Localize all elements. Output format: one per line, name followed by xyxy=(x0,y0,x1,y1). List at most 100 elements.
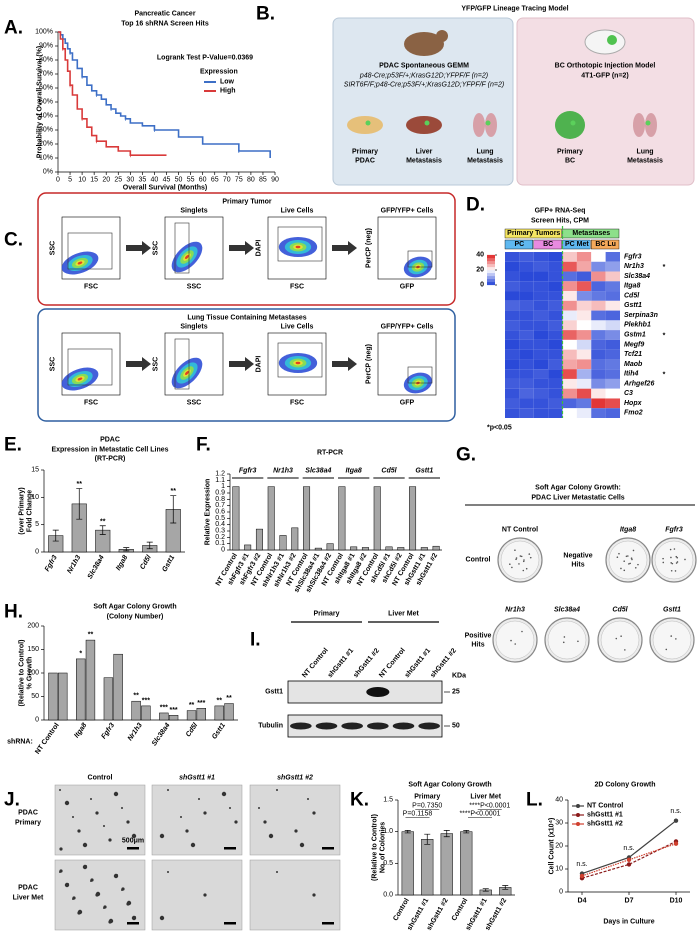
colony xyxy=(618,552,620,555)
chart-subtitle: Top 16 shRNA Screen Hits xyxy=(121,21,209,28)
model-title: PDAC Spontaneous GEMM xyxy=(379,63,469,70)
row-label: Fmo2 xyxy=(624,410,643,417)
micrograph xyxy=(54,859,146,931)
heat-cell xyxy=(519,369,534,379)
colony xyxy=(518,563,520,565)
panel-letter: G. xyxy=(456,445,476,466)
chart-title: Soft Agar Colony Growth xyxy=(408,782,491,789)
group-label: Metastases xyxy=(572,230,610,237)
heat-cell xyxy=(548,330,563,340)
colony xyxy=(116,874,118,876)
p-value: P=0.1158 xyxy=(403,811,433,818)
significance: ** xyxy=(217,697,223,704)
line xyxy=(581,843,677,877)
colony xyxy=(673,548,676,550)
y-axis-label: SSC xyxy=(153,357,160,371)
colony xyxy=(299,842,305,848)
heat-cell xyxy=(562,261,577,272)
colony xyxy=(522,560,525,563)
lesion-icon xyxy=(485,120,491,126)
x-axis-label: Days in Culture xyxy=(603,919,654,926)
heat-cell xyxy=(519,349,534,360)
plate-inner xyxy=(500,540,540,580)
heat-cell xyxy=(505,339,520,350)
legend-marker xyxy=(576,813,580,817)
organ-icon xyxy=(645,113,657,137)
micrograph xyxy=(151,859,243,931)
row-label: PDAC xyxy=(18,885,38,892)
error-bar xyxy=(99,525,106,535)
group-header xyxy=(504,228,562,239)
mouse-icon xyxy=(404,32,444,56)
error-bar xyxy=(404,830,411,834)
row-label: Maob xyxy=(624,361,643,368)
y-tick-label: 1 xyxy=(221,483,225,490)
band xyxy=(315,722,338,730)
colony xyxy=(90,878,94,882)
chart-title: GFP+ RNA-Seq xyxy=(535,208,586,215)
model-title: BC Orthotopic Injection Model xyxy=(555,63,656,70)
colorbar-step xyxy=(487,257,495,262)
plate-label: NT Control xyxy=(502,527,538,534)
plate-inner xyxy=(608,540,648,580)
colony xyxy=(59,789,61,791)
density-blob xyxy=(77,261,83,265)
panel-letter: J. xyxy=(4,790,20,811)
colony xyxy=(671,562,674,565)
colony xyxy=(628,563,630,565)
heat-cell xyxy=(533,408,549,418)
heat-cell xyxy=(591,320,606,331)
heat-cell xyxy=(519,408,534,418)
error-bar xyxy=(502,885,509,890)
heat-cell xyxy=(505,359,520,370)
arrow xyxy=(126,241,151,255)
x-tick-label: Slc38a4 xyxy=(151,722,172,747)
arrow xyxy=(332,357,357,371)
group-label: Primary xyxy=(414,794,440,801)
model-box xyxy=(332,17,514,186)
point xyxy=(673,841,679,846)
colony xyxy=(563,636,566,638)
bar xyxy=(58,672,68,721)
chart-title: RT-PCR xyxy=(317,450,343,457)
heat-cell xyxy=(591,330,606,340)
y-axis-label: % Growth xyxy=(27,657,34,690)
significance: ** xyxy=(171,488,177,495)
x-tick-label: 30 xyxy=(126,177,134,184)
y-tick-label: 10 xyxy=(31,494,39,501)
row-label: Itga8 xyxy=(624,283,640,290)
heat-cell xyxy=(562,398,577,409)
arrow xyxy=(229,357,254,371)
panel-letter: A. xyxy=(4,18,23,39)
colony xyxy=(121,807,123,809)
colony xyxy=(276,789,278,791)
y-tick-label: 40 xyxy=(555,797,563,804)
organ-icon xyxy=(485,113,497,137)
bar xyxy=(159,712,169,721)
scale-label: 500μm xyxy=(122,838,144,845)
heat-cell xyxy=(605,291,620,301)
colony xyxy=(159,915,165,921)
colony xyxy=(294,829,298,833)
gate xyxy=(67,348,113,386)
band xyxy=(341,722,363,730)
y-axis-label: (Relative to Control) xyxy=(19,640,26,707)
point xyxy=(626,857,632,862)
panel-letter: E. xyxy=(4,435,22,456)
y-tick-label: 50 xyxy=(31,693,39,700)
colony xyxy=(59,847,63,851)
significance: * xyxy=(663,264,666,271)
colony xyxy=(684,558,686,561)
panel-letter: I. xyxy=(250,630,261,651)
bar xyxy=(279,535,287,551)
heat-cell xyxy=(605,271,620,282)
heat-cell xyxy=(533,310,549,321)
bar xyxy=(440,833,453,896)
y-tick-label: 0.7 xyxy=(215,502,225,509)
row-label: Serpina3n xyxy=(624,312,658,319)
micrograph xyxy=(249,859,341,931)
micrograph xyxy=(249,784,341,856)
organ-label: Metastasis xyxy=(467,158,503,165)
x-tick-label: Gstt1 xyxy=(211,722,227,741)
heat-cell xyxy=(591,252,606,262)
